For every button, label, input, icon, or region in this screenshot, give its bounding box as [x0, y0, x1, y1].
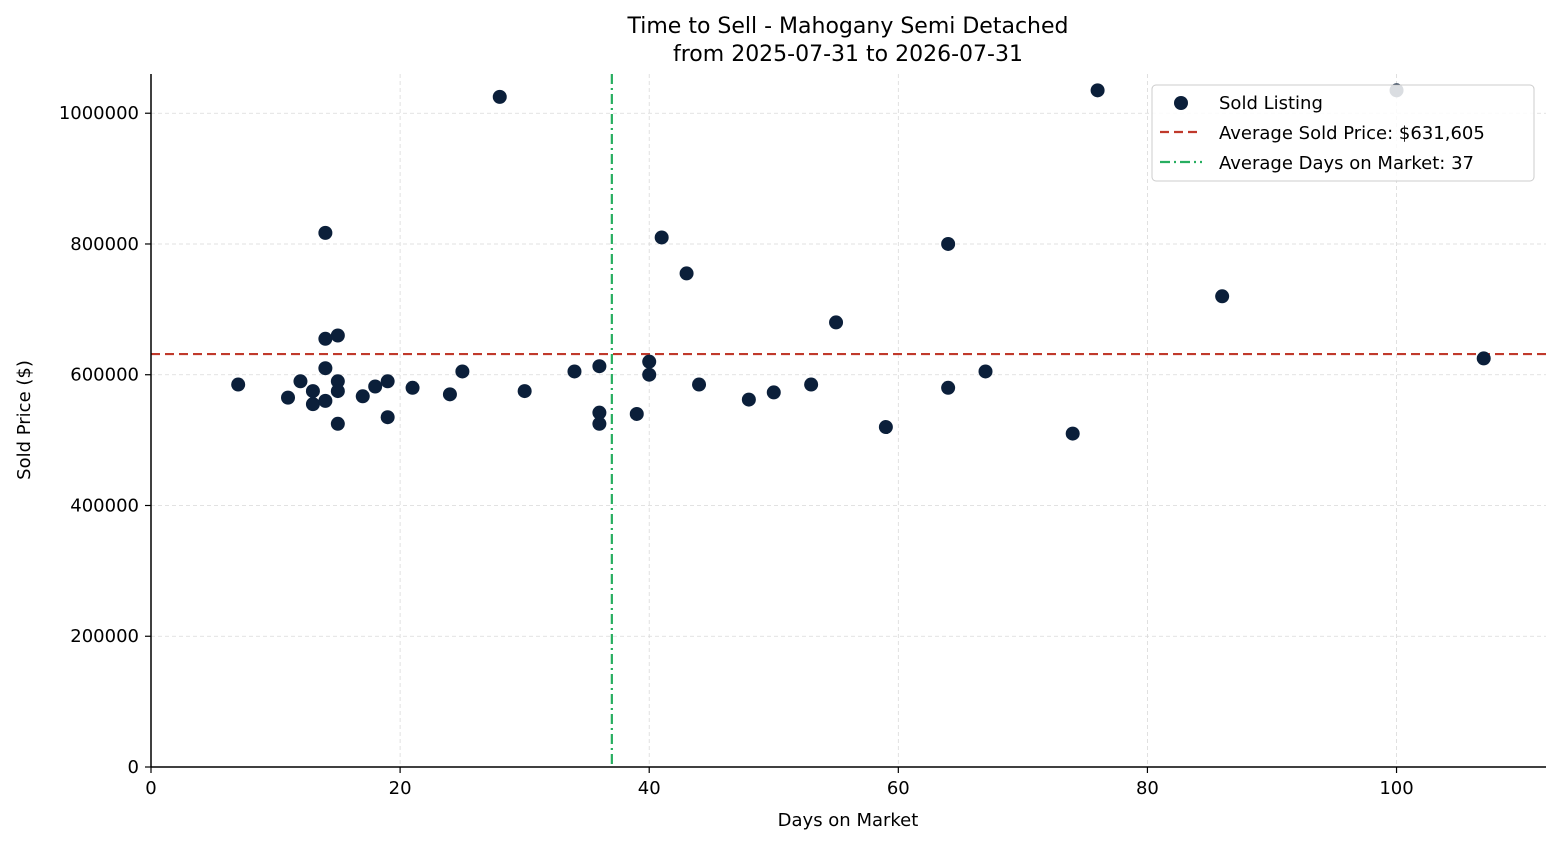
data-point: [455, 364, 470, 379]
y-tick-label: 800000: [70, 234, 139, 255]
data-point: [642, 354, 657, 369]
data-point: [318, 361, 333, 376]
x-tick-label: 100: [1379, 778, 1413, 799]
x-tick-label: 0: [145, 778, 156, 799]
legend-label-avg-price: Average Sold Price: $631,605: [1219, 123, 1485, 144]
data-point: [829, 315, 844, 330]
data-point: [978, 364, 993, 379]
y-axis-label: Sold Price ($): [14, 360, 35, 480]
data-point: [355, 389, 370, 404]
data-point: [380, 410, 395, 425]
y-tick-label: 0: [128, 757, 139, 778]
data-point: [318, 225, 333, 240]
y-tick-label: 200000: [70, 626, 139, 647]
data-point: [642, 367, 657, 382]
chart-title: Time to Sell - Mahogany Semi Detached: [627, 14, 1069, 39]
data-point: [330, 384, 345, 399]
data-point: [679, 266, 694, 281]
data-point: [941, 380, 956, 395]
legend-marker-sold-listing: [1174, 96, 1188, 110]
data-point: [804, 377, 819, 392]
data-point: [330, 416, 345, 431]
data-point: [592, 416, 607, 431]
x-tick-label: 20: [389, 778, 412, 799]
x-ticks: 0 20 40 60 80 100: [145, 767, 1414, 799]
data-point: [368, 379, 383, 394]
data-point: [654, 230, 669, 245]
data-point: [318, 393, 333, 408]
y-tick-label: 400000: [70, 495, 139, 516]
x-axis-label: Days on Market: [778, 810, 919, 831]
data-point: [592, 405, 607, 420]
y-tick-label: 600000: [70, 365, 139, 386]
y-ticks: 0 200000 400000 600000 800000 1000000: [59, 103, 151, 778]
data-point: [692, 377, 707, 392]
data-point: [1476, 351, 1491, 366]
data-point: [281, 390, 296, 405]
data-point: [380, 374, 395, 389]
data-point: [878, 420, 893, 435]
grid-lines: [151, 74, 1546, 767]
data-point: [1215, 289, 1230, 304]
data-point: [231, 377, 246, 392]
chart-subtitle: from 2025-07-31 to 2026-07-31: [673, 42, 1023, 67]
data-point: [592, 359, 607, 374]
data-point: [567, 364, 582, 379]
x-tick-label: 80: [1136, 778, 1159, 799]
data-point: [741, 392, 756, 407]
data-point: [330, 374, 345, 389]
legend-box: [1151, 84, 1535, 182]
data-point: [517, 384, 532, 399]
data-point: [305, 384, 320, 399]
data-point: [492, 89, 507, 104]
axes: [150, 74, 1546, 768]
y-tick-label: 1000000: [59, 103, 139, 124]
data-point: [318, 331, 333, 346]
data-point: [330, 328, 345, 343]
data-point: [941, 236, 956, 251]
legend-label-avg-days: Average Days on Market: 37: [1219, 153, 1474, 174]
data-point: [305, 397, 320, 412]
legend-label-sold-listing: Sold Listing: [1219, 93, 1323, 114]
data-point: [1090, 83, 1105, 98]
legend: Sold Listing Average Sold Price: $631,60…: [1151, 84, 1535, 182]
data-point: [293, 374, 308, 389]
x-tick-label: 60: [887, 778, 910, 799]
reference-lines: [151, 74, 1546, 767]
data-point: [1065, 426, 1080, 441]
data-point: [766, 385, 781, 400]
data-point: [629, 406, 644, 421]
x-tick-label: 40: [638, 778, 661, 799]
data-points: [231, 83, 1491, 441]
data-point: [405, 380, 420, 395]
data-point: [442, 387, 457, 402]
